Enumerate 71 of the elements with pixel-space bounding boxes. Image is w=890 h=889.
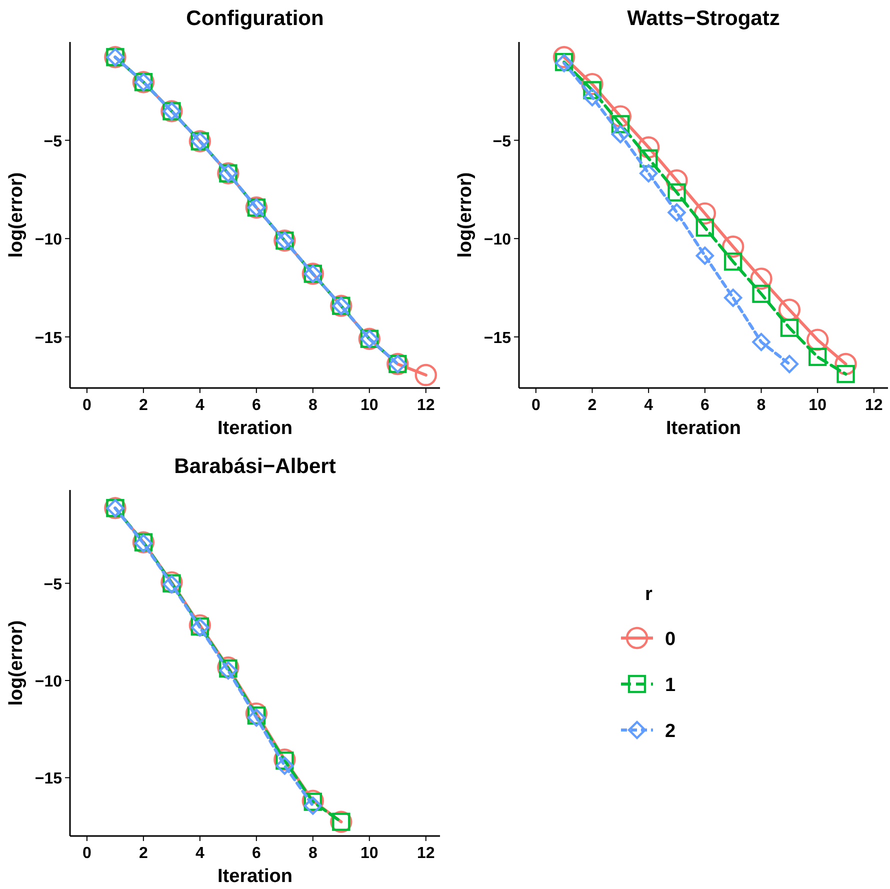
point xyxy=(752,284,770,303)
x-axis-title: Iteration xyxy=(666,418,741,439)
chart-title: Barabási−Albert xyxy=(174,455,336,478)
y-axis-title: log(error) xyxy=(6,172,27,258)
y-tick-label: −15 xyxy=(34,330,62,347)
x-tick-label: 12 xyxy=(416,845,435,862)
y-tick-label: −15 xyxy=(34,770,62,788)
x-tick-label: 6 xyxy=(700,397,710,414)
point xyxy=(750,268,772,290)
chart-title: Configuration xyxy=(186,7,324,30)
x-tick-label: 2 xyxy=(138,397,148,414)
point xyxy=(752,332,770,352)
x-axis-title: Iteration xyxy=(218,418,292,439)
point xyxy=(639,149,658,168)
point xyxy=(696,218,714,237)
x-tick-label: 0 xyxy=(82,397,92,414)
x-tick-label: 8 xyxy=(756,397,766,414)
legend-label: 0 xyxy=(665,629,676,650)
x-tick-label: 2 xyxy=(138,845,148,862)
x-tick-label: 8 xyxy=(308,845,318,862)
x-tick-label: 0 xyxy=(82,845,92,862)
x-tick-label: 6 xyxy=(252,397,261,414)
y-tick-label: −10 xyxy=(34,673,62,690)
point xyxy=(778,298,801,321)
point xyxy=(666,169,688,192)
point xyxy=(583,88,602,106)
point xyxy=(637,136,660,158)
x-tick-label: 0 xyxy=(531,397,540,414)
x-tick-label: 10 xyxy=(360,397,378,414)
point xyxy=(611,125,630,144)
x-tick-label: 4 xyxy=(195,397,204,414)
legend-label: 2 xyxy=(665,721,676,742)
y-tick-label: −10 xyxy=(34,232,62,249)
x-tick-label: 12 xyxy=(865,397,883,414)
point xyxy=(581,72,604,96)
y-tick-label: −10 xyxy=(484,232,512,249)
x-tick-label: 8 xyxy=(308,397,318,414)
x-tick-label: 2 xyxy=(588,397,597,414)
y-axis-title: log(error) xyxy=(455,172,476,258)
y-tick-label: −5 xyxy=(44,576,62,594)
point xyxy=(836,364,855,384)
point xyxy=(806,328,829,351)
y-tick-label: −15 xyxy=(484,330,512,347)
point xyxy=(780,354,799,374)
y-axis-title: log(error) xyxy=(6,620,27,706)
x-tick-label: 4 xyxy=(195,845,204,862)
legend-label: 1 xyxy=(665,675,676,696)
y-tick-label: −5 xyxy=(492,133,512,150)
point xyxy=(780,318,799,337)
point xyxy=(668,183,686,202)
point xyxy=(696,246,714,265)
chart-title: Watts−Strogatz xyxy=(627,7,780,30)
x-tick-label: 12 xyxy=(416,397,435,414)
point xyxy=(724,252,742,271)
legend-title: r xyxy=(645,584,653,605)
point xyxy=(724,288,742,307)
point xyxy=(609,105,632,128)
point xyxy=(414,364,437,386)
y-tick-label: −5 xyxy=(44,133,62,150)
x-tick-label: 6 xyxy=(252,845,261,862)
x-tick-label: 10 xyxy=(808,397,827,414)
point xyxy=(552,46,576,68)
x-tick-label: 10 xyxy=(360,845,378,862)
x-axis-title: Iteration xyxy=(218,866,292,887)
point xyxy=(834,352,857,376)
point xyxy=(668,203,686,222)
x-tick-label: 4 xyxy=(644,397,654,414)
point xyxy=(808,348,827,366)
point xyxy=(639,164,658,182)
point xyxy=(694,202,716,225)
point xyxy=(722,236,744,258)
